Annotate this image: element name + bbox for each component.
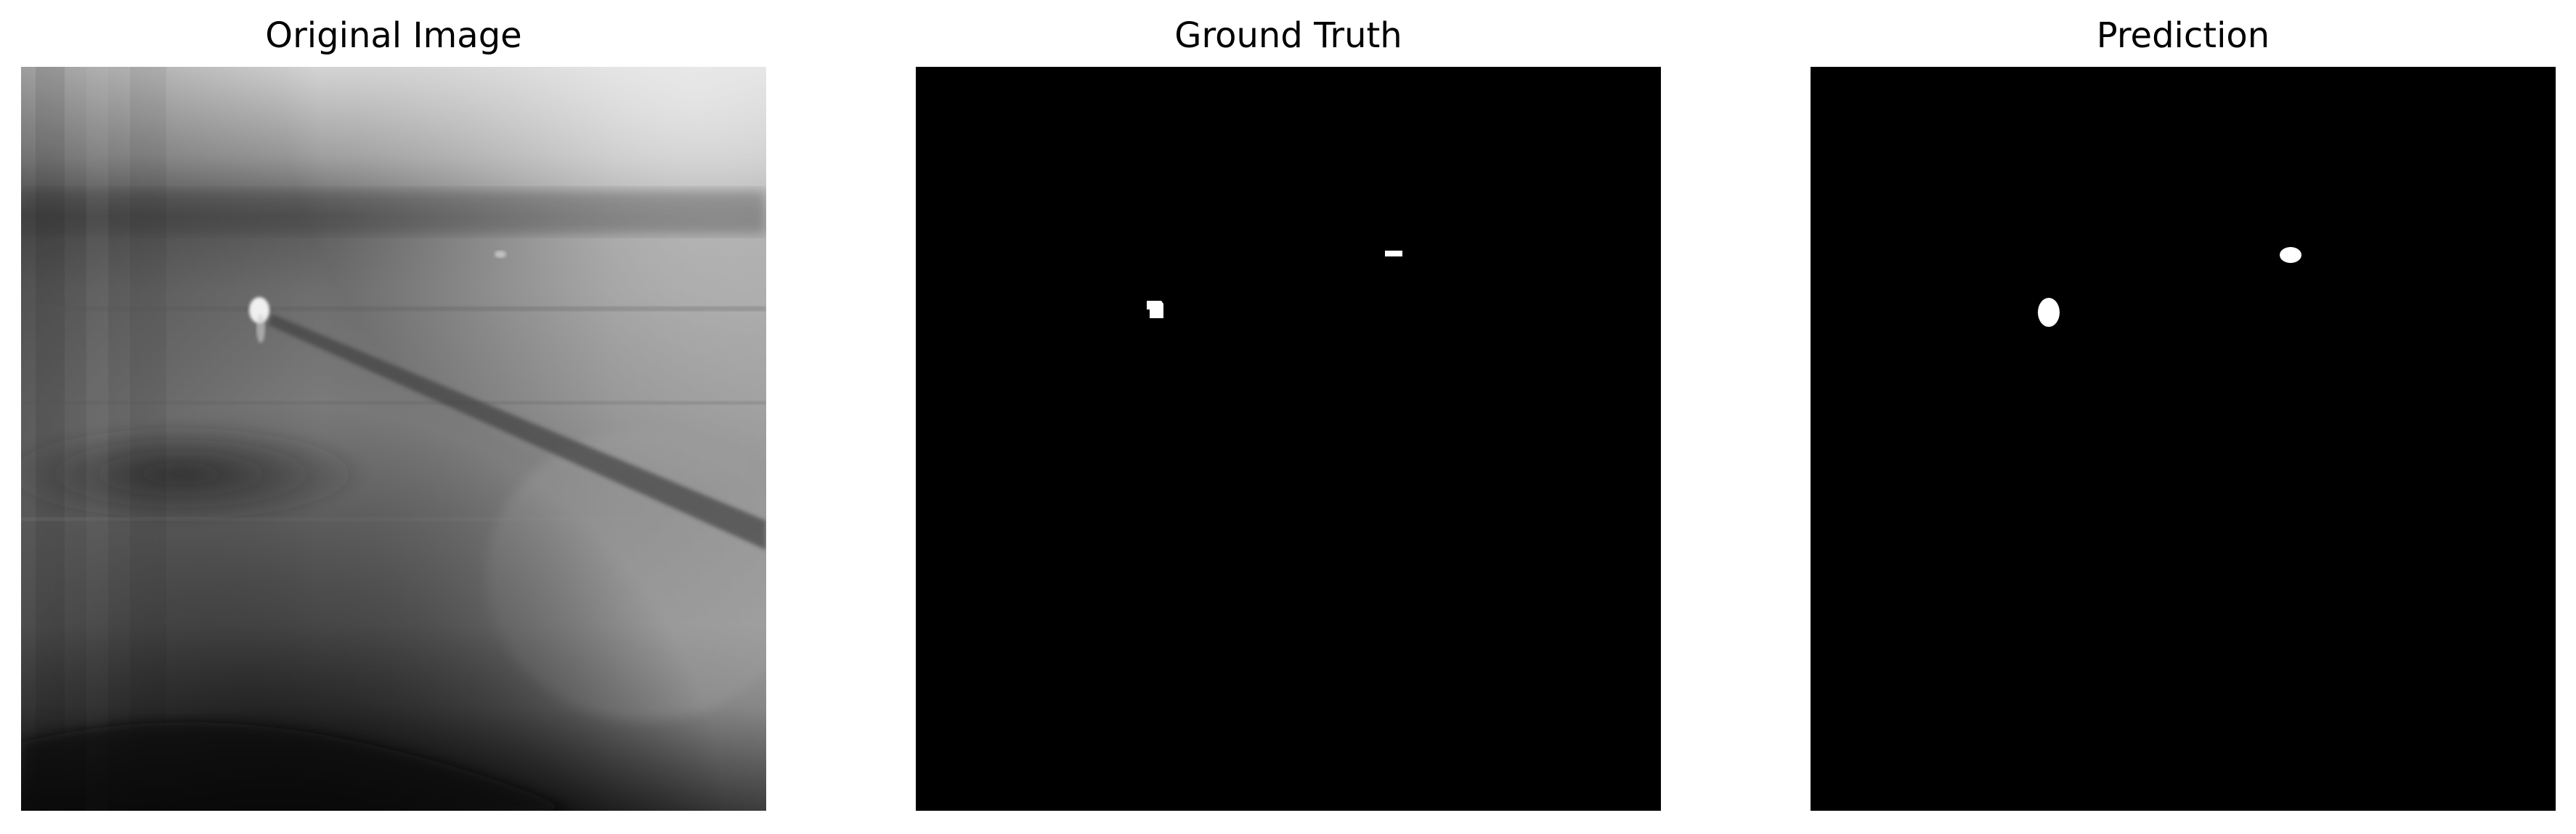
ground-truth-graphic xyxy=(916,67,1661,811)
original-image-graphic xyxy=(21,67,766,811)
ground-truth-target-1 xyxy=(1147,301,1163,318)
ground-truth-mask xyxy=(916,67,1661,811)
ground-truth-background xyxy=(916,67,1661,811)
ground-truth-title: Ground Truth xyxy=(1174,15,1402,56)
prediction-target-1 xyxy=(2038,298,2060,327)
ground-truth-target-2 xyxy=(1385,251,1402,256)
original-image xyxy=(21,67,766,811)
prediction-graphic xyxy=(1811,67,2556,811)
prediction-mask xyxy=(1811,67,2556,811)
original-image-title: Original Image xyxy=(265,15,522,56)
prediction-title: Prediction xyxy=(2096,15,2270,56)
prediction-background xyxy=(1811,67,2556,811)
prediction-target-2 xyxy=(2280,247,2301,263)
